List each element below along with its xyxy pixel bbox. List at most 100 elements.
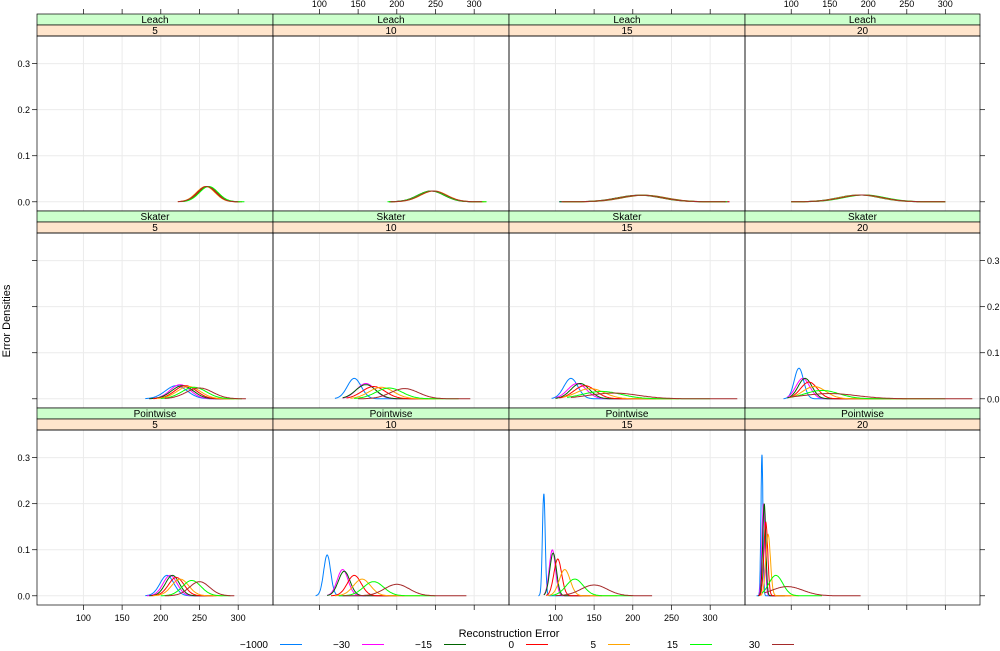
x-tick-label: 200 <box>153 613 168 623</box>
strip-col-label: 10 <box>385 420 397 431</box>
strip-row-label: Skater <box>848 212 878 223</box>
density-curve <box>551 578 633 597</box>
strip-row-label: Skater <box>141 212 171 223</box>
legend-item: 30 <box>749 640 794 651</box>
density-curve <box>570 392 738 400</box>
legend-label: −30 <box>333 640 350 651</box>
legend: −1000 −30 −15 0 5 15 30 <box>240 640 794 651</box>
strip-col-label: 20 <box>857 420 869 431</box>
x-tick-label: 100 <box>312 0 327 9</box>
x-tick-label: 250 <box>192 613 207 623</box>
density-curve <box>153 578 223 597</box>
y-tick-label: 0.3 <box>17 59 30 69</box>
strip-row-label: Skater <box>377 212 407 223</box>
x-tick-label: 200 <box>625 613 640 623</box>
legend-label: 5 <box>590 640 596 651</box>
density-curve <box>182 186 245 203</box>
panel-border <box>744 429 981 606</box>
density-curve <box>764 586 861 597</box>
x-tick-label: 250 <box>428 0 443 9</box>
legend-item: −15 <box>415 640 466 651</box>
density-curve <box>561 194 726 203</box>
panel-border <box>272 429 510 606</box>
x-tick-label: 150 <box>587 613 602 623</box>
x-tick-label: 150 <box>115 613 130 623</box>
strip-row-label: Pointwise <box>134 409 177 420</box>
y-tick-label: 0.0 <box>987 394 1000 404</box>
y-tick-label: 0.1 <box>17 545 30 555</box>
legend-label: −1000 <box>240 640 269 651</box>
x-tick-label: 250 <box>899 0 914 9</box>
density-curve <box>177 186 239 203</box>
density-curve <box>160 580 231 597</box>
density-curve <box>559 194 730 203</box>
x-axis-col-20: 100 150 200 250 300 <box>784 0 953 610</box>
legend-item: 15 <box>667 640 712 651</box>
density-curve <box>390 190 482 203</box>
density-curve <box>342 583 467 597</box>
density-curve <box>561 194 725 203</box>
y-tick-label: 0.1 <box>17 151 30 161</box>
y-tick-label: 0.0 <box>17 197 30 207</box>
x-tick-label: 300 <box>467 0 482 9</box>
y-tick-label: 0.2 <box>17 105 30 115</box>
density-curve <box>555 584 653 597</box>
strip-row-label: Skater <box>613 212 643 223</box>
strip-row-label: Leach <box>849 15 876 26</box>
legend-label: 15 <box>667 640 679 651</box>
density-curve <box>563 194 726 203</box>
x-axis-col-5: 100 150 200 250 300 <box>76 9 246 623</box>
density-curve <box>791 385 930 400</box>
density-curve <box>160 386 242 400</box>
strip-col-label: 10 <box>385 26 397 37</box>
x-tick-label: 150 <box>351 0 366 9</box>
y-axis-leach: 0.0 0.1 0.2 0.3 <box>17 59 985 207</box>
x-tick-label: 300 <box>703 613 718 623</box>
density-curve <box>559 194 726 203</box>
panel-border <box>272 232 510 409</box>
density-curve <box>791 194 946 203</box>
density-curve <box>338 581 436 597</box>
x-axis-col-15: 100 150 200 250 300 <box>548 9 718 623</box>
density-curve <box>760 533 799 597</box>
x-tick-label: 150 <box>822 0 837 9</box>
density-curve <box>327 570 397 597</box>
legend-label: 30 <box>749 640 761 651</box>
panel-border <box>36 35 274 212</box>
x-axis-col-10: 100 150 200 250 300 <box>312 0 482 610</box>
legend-label: 0 <box>508 640 514 651</box>
x-tick-label: 200 <box>389 0 404 9</box>
panel-border <box>272 35 510 212</box>
panel-border <box>508 232 746 409</box>
y-tick-label: 0.1 <box>987 348 1000 358</box>
density-curve <box>761 574 822 597</box>
x-tick-label: 100 <box>548 613 563 623</box>
strip-col-label: 5 <box>152 223 158 234</box>
legend-item: 5 <box>590 640 630 651</box>
strip-col-label: 20 <box>857 223 869 234</box>
y-axis-pointwise: 0.0 0.1 0.2 0.3 <box>17 453 985 601</box>
x-tick-label: 200 <box>861 0 876 9</box>
legend-item: −30 <box>333 640 384 651</box>
strip-row-label: Pointwise <box>370 409 413 420</box>
y-tick-label: 0.2 <box>987 302 1000 312</box>
panel-grid: Leach5Leach10Leach15Leach20Skater5Skater… <box>36 13 981 606</box>
y-tick-label: 0.0 <box>17 591 30 601</box>
x-tick-label: 100 <box>76 613 91 623</box>
y-tick-label: 0.3 <box>987 256 1000 266</box>
legend-item: −1000 <box>240 640 302 651</box>
density-curve <box>791 393 973 400</box>
density-curve <box>358 388 471 400</box>
